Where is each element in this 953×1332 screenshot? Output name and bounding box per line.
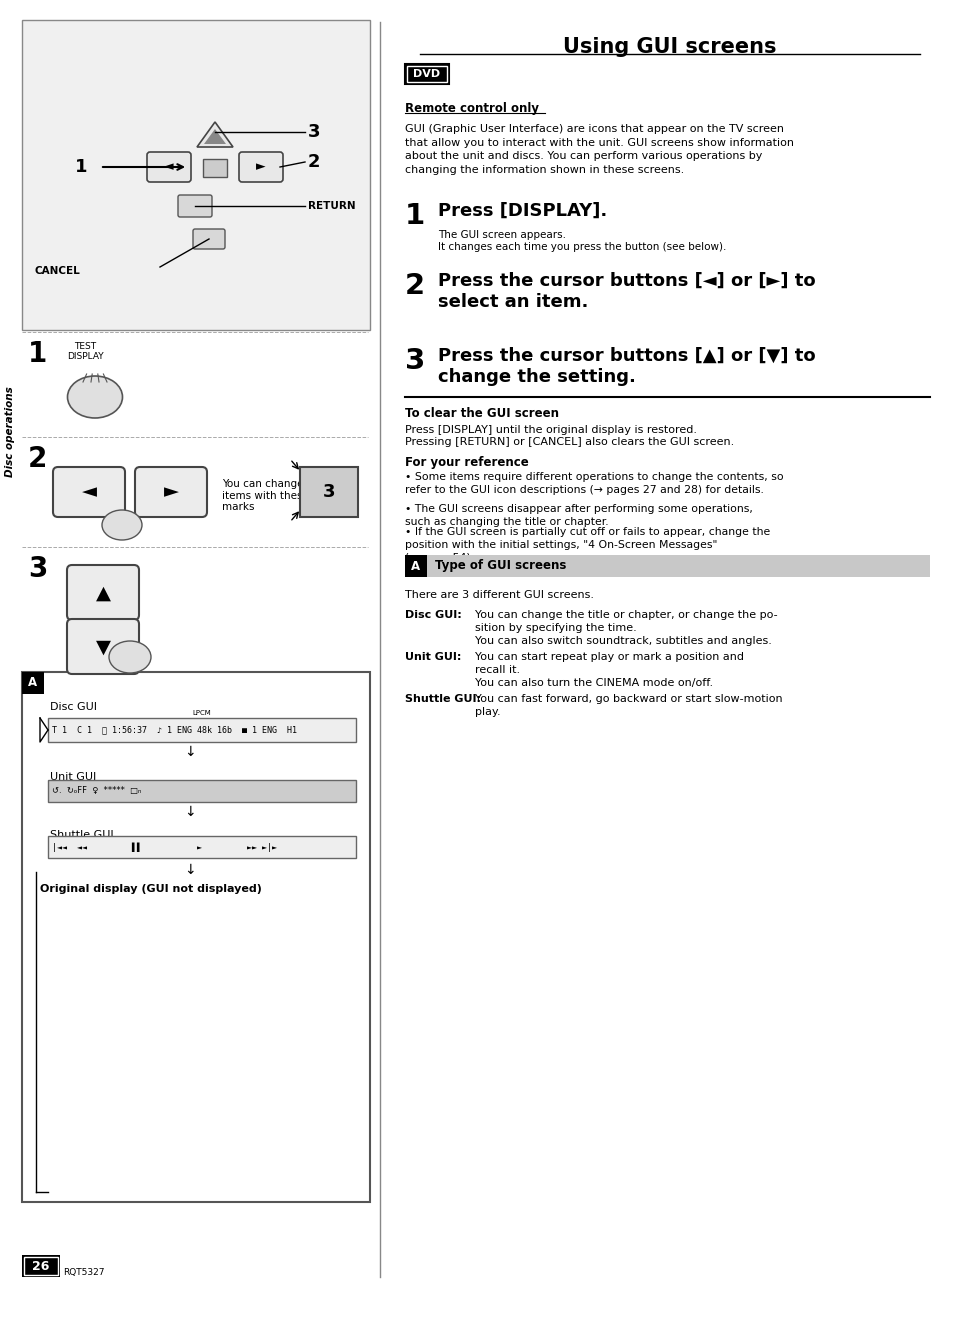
Text: • If the GUI screen is partially cut off or fails to appear, change the
position: • If the GUI screen is partially cut off… [405, 527, 769, 562]
Text: RETURN: RETURN [308, 201, 355, 210]
Text: • Some items require different operations to change the contents, so
refer to th: • Some items require different operation… [405, 472, 782, 494]
Text: DVD: DVD [413, 69, 440, 79]
Text: ►: ► [256, 160, 266, 173]
FancyBboxPatch shape [53, 468, 125, 517]
Text: Shuttle GUI:: Shuttle GUI: [405, 694, 480, 705]
Text: Shuttle GUI: Shuttle GUI [50, 830, 113, 840]
Text: Remote control only: Remote control only [405, 103, 538, 115]
Text: Unit GUI:: Unit GUI: [405, 651, 461, 662]
Text: You can start repeat play or mark a position and: You can start repeat play or mark a posi… [475, 651, 743, 662]
Bar [48, 781, 355, 802]
Text: Unit GUI: Unit GUI [50, 773, 96, 782]
Text: GUI (Graphic User Interface) are icons that appear on the TV screen
that allow y: GUI (Graphic User Interface) are icons t… [405, 124, 793, 174]
Bar [299, 468, 357, 517]
Text: A: A [29, 677, 37, 690]
Text: A: A [411, 559, 420, 573]
Text: ►: ► [163, 482, 178, 502]
Ellipse shape [109, 641, 151, 673]
Text: You can also turn the CINEMA mode on/off.: You can also turn the CINEMA mode on/off… [475, 678, 713, 689]
Bar [405, 64, 449, 84]
Text: Type of GUI screens: Type of GUI screens [435, 559, 566, 573]
Text: You can also switch soundtrack, subtitles and angles.: You can also switch soundtrack, subtitle… [475, 635, 771, 646]
Text: • The GUI screens disappear after performing some operations,
such as changing t: • The GUI screens disappear after perfor… [405, 503, 752, 526]
Text: To clear the GUI screen: To clear the GUI screen [405, 408, 558, 420]
Bar [24, 1257, 58, 1275]
Text: Disc GUI: Disc GUI [50, 702, 97, 713]
Text: You can change
items with these
marks: You can change items with these marks [222, 480, 309, 513]
Text: You can change the title or chapter, or change the po-: You can change the title or chapter, or … [475, 610, 777, 619]
Text: The GUI screen appears.: The GUI screen appears. [437, 230, 565, 240]
Text: T 1  C 1  ⏱ 1:56:37  ♪ 1 ENG 48k 16b  ■ 1 ENG  H1: T 1 C 1 ⏱ 1:56:37 ♪ 1 ENG 48k 16b ■ 1 EN… [52, 726, 296, 734]
Text: Press [DISPLAY] until the original display is restored.: Press [DISPLAY] until the original displ… [405, 425, 697, 436]
Text: 1: 1 [74, 159, 87, 176]
Text: LPCM: LPCM [193, 710, 212, 717]
Text: 3: 3 [322, 484, 335, 501]
Text: Using GUI screens: Using GUI screens [562, 37, 776, 57]
Text: ◄: ◄ [164, 160, 173, 173]
Bar [203, 159, 227, 177]
Text: ↓: ↓ [184, 745, 195, 759]
Text: sition by specifying the time.: sition by specifying the time. [475, 623, 636, 633]
Text: Press the cursor buttons [◄] or [►] to
select an item.: Press the cursor buttons [◄] or [►] to s… [437, 272, 815, 310]
Text: |◄◄  ◄◄         ▌▌           ►         ►► ►|►: |◄◄ ◄◄ ▌▌ ► ►► ►|► [52, 842, 276, 851]
Bar [405, 555, 427, 577]
Text: Press [DISPLAY].: Press [DISPLAY]. [437, 202, 607, 220]
Bar [22, 1255, 60, 1277]
Text: Press the cursor buttons [▲] or [▼] to
change the setting.: Press the cursor buttons [▲] or [▼] to c… [437, 348, 815, 386]
Text: Pressing [RETURN] or [CANCEL] also clears the GUI screen.: Pressing [RETURN] or [CANCEL] also clear… [405, 437, 734, 448]
Text: 3: 3 [28, 555, 48, 583]
Text: ▼: ▼ [95, 638, 111, 657]
FancyBboxPatch shape [67, 565, 139, 619]
Text: 1: 1 [405, 202, 425, 230]
FancyBboxPatch shape [239, 152, 283, 182]
FancyBboxPatch shape [67, 619, 139, 674]
Text: 3: 3 [308, 123, 320, 141]
Text: For your reference: For your reference [405, 456, 528, 469]
Text: ↓: ↓ [184, 805, 195, 819]
FancyBboxPatch shape [135, 468, 207, 517]
Text: ↺.  ↻ₒFF  ♀  *****  □ₙ: ↺. ↻ₒFF ♀ ***** □ₙ [52, 786, 141, 795]
Text: Disc operations: Disc operations [5, 386, 15, 477]
Text: 26: 26 [32, 1260, 50, 1272]
Text: recall it.: recall it. [475, 665, 519, 675]
Text: Disc GUI:: Disc GUI: [405, 610, 461, 619]
Bar [48, 836, 355, 858]
Polygon shape [204, 129, 226, 144]
Text: 2: 2 [308, 153, 320, 170]
Text: There are 3 different GUI screens.: There are 3 different GUI screens. [405, 590, 594, 599]
Text: ◄: ◄ [81, 482, 96, 502]
Text: CANCEL: CANCEL [35, 266, 81, 276]
Text: It changes each time you press the button (see below).: It changes each time you press the butto… [437, 242, 725, 252]
Text: ▲: ▲ [95, 583, 111, 602]
Text: play.: play. [475, 707, 500, 717]
Bar [22, 673, 370, 1201]
Bar [405, 555, 929, 577]
Text: ↓: ↓ [184, 863, 195, 876]
Text: You can fast forward, go backward or start slow-motion: You can fast forward, go backward or sta… [475, 694, 781, 705]
FancyBboxPatch shape [147, 152, 191, 182]
Bar [48, 718, 355, 742]
Text: 2: 2 [28, 445, 48, 473]
Text: 1: 1 [28, 340, 48, 368]
Text: 2: 2 [405, 272, 425, 300]
Bar [22, 20, 370, 330]
Text: 3: 3 [405, 348, 425, 376]
FancyBboxPatch shape [193, 229, 225, 249]
Bar [407, 67, 447, 83]
Bar [22, 673, 44, 694]
Text: RQT5327: RQT5327 [63, 1268, 105, 1276]
FancyBboxPatch shape [178, 194, 212, 217]
Text: Original display (GUI not displayed): Original display (GUI not displayed) [40, 884, 262, 894]
Ellipse shape [102, 510, 142, 539]
Text: TEST
DISPLAY: TEST DISPLAY [67, 342, 103, 361]
Ellipse shape [68, 376, 122, 418]
Polygon shape [196, 123, 233, 147]
